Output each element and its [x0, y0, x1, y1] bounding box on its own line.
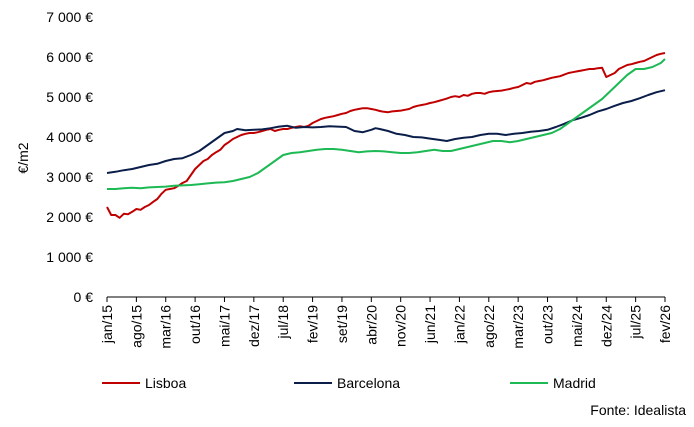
x-tick-label: fev/19 — [305, 305, 321, 343]
x-tick-label: dez/24 — [598, 305, 614, 347]
x-tick-label: jan/15 — [99, 305, 115, 344]
y-axis-title: €/m2 — [15, 142, 31, 173]
x-tick-label: ago/15 — [128, 305, 144, 348]
legend-label-madrid: Madrid — [553, 375, 596, 391]
x-tick-label: set/19 — [334, 305, 350, 343]
x-tick-label: out/16 — [187, 305, 203, 344]
y-tick-label: 0 € — [74, 289, 94, 305]
y-tick-label: 5 000 € — [46, 89, 93, 105]
x-tick-label: fev/26 — [657, 305, 673, 343]
y-tick-label: 1 000 € — [46, 249, 93, 265]
x-tick-label: out/23 — [540, 305, 556, 344]
x-tick-label: jul/18 — [275, 305, 291, 340]
series-line-lisboa — [106, 52, 666, 219]
legend-label-lisboa: Lisboa — [145, 375, 186, 391]
x-tick-label: mai/24 — [569, 305, 585, 347]
x-tick-label: abr/20 — [363, 305, 379, 345]
y-tick-label: 6 000 € — [46, 49, 93, 65]
series-line-barcelona — [106, 89, 666, 174]
x-tick-label: nov/20 — [393, 305, 409, 347]
series-line-madrid — [107, 58, 666, 190]
x-tick-label: mar/16 — [158, 305, 174, 349]
y-tick-label: 4 000 € — [46, 129, 93, 145]
x-tick-label: jan/22 — [451, 305, 467, 344]
y-tick-label: 3 000 € — [46, 169, 93, 185]
x-tick-label: jul/25 — [628, 305, 644, 340]
x-tick-label: jun/21 — [422, 305, 438, 344]
y-tick-label: 7 000 € — [46, 9, 93, 25]
source-note: Fonte: Idealista — [590, 402, 686, 418]
x-tick-label: mai/17 — [216, 305, 232, 347]
legend-label-barcelona: Barcelona — [337, 375, 400, 391]
x-tick-label: mar/23 — [510, 305, 526, 349]
x-tick-label: ago/22 — [481, 305, 497, 348]
x-tick-label: dez/17 — [246, 305, 262, 347]
y-tick-label: 2 000 € — [46, 209, 93, 225]
